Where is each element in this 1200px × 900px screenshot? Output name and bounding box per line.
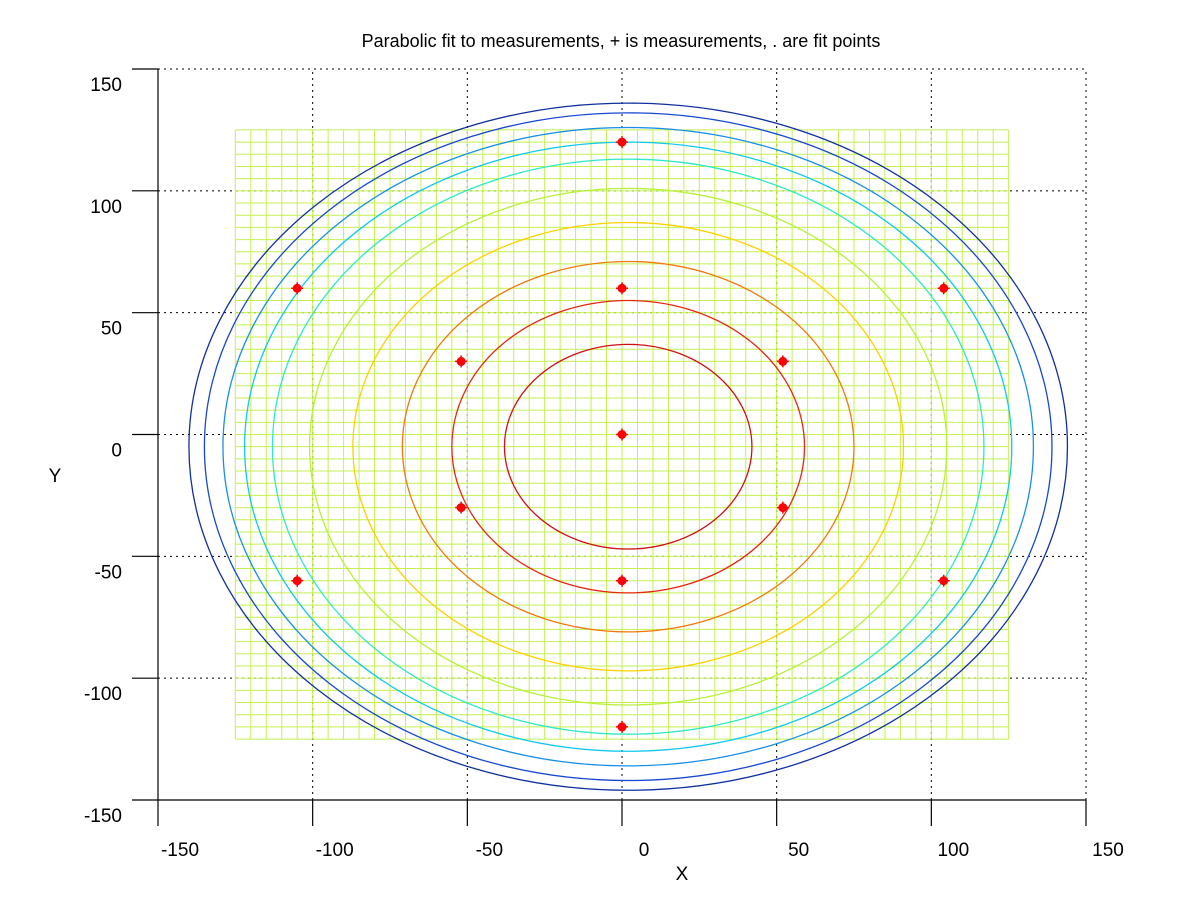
measurement-plus-marker (291, 282, 304, 295)
measurement-plus-marker (776, 501, 789, 514)
y-tick-label: 100 (90, 197, 122, 218)
y-tick-label: -150 (84, 806, 122, 827)
contour-line (243, 141, 1013, 752)
x-tick-label: -100 (316, 840, 354, 861)
x-tick-label: -150 (161, 840, 199, 861)
contour-line (188, 102, 1069, 791)
measurement-plus-marker (616, 574, 628, 587)
contour-line (503, 343, 753, 550)
x-tick-label: 100 (937, 840, 969, 861)
y-tick-label: 50 (101, 319, 122, 340)
x-axis-label: X (676, 864, 689, 885)
measurement-plus-marker (455, 501, 468, 514)
x-tick-label: -50 (476, 840, 503, 861)
measurement-plus-marker (937, 574, 950, 587)
measurement-plus-marker (291, 574, 304, 587)
measurement-points (291, 136, 950, 733)
y-tick-label: -50 (95, 562, 122, 583)
y-tick-label: -100 (84, 684, 122, 705)
y-axis-label: Y (49, 466, 62, 487)
contour-line (401, 260, 855, 633)
x-tick-label: 50 (788, 840, 809, 861)
contour-line (203, 112, 1053, 782)
tick-labels: -150 -100 -50 0 50 100 150 -150 -100 -50 0 50 100 150 (84, 75, 1124, 861)
measurement-plus-marker (455, 355, 468, 368)
axes (132, 68, 1087, 826)
contour-lines (188, 102, 1069, 791)
measurement-plus-marker (616, 720, 628, 733)
contour-line (451, 299, 806, 594)
measurement-plus-marker (616, 136, 628, 149)
contour-line (352, 221, 905, 672)
contour-line (308, 187, 948, 706)
x-tick-label: 0 (639, 840, 650, 861)
y-tick-label: 0 (111, 441, 122, 462)
contour-line (271, 158, 985, 735)
contour-line (222, 126, 1035, 767)
x-tick-label: 150 (1092, 840, 1124, 861)
measurement-plus-marker (937, 282, 950, 295)
mesh-grid (234, 129, 1010, 740)
y-tick-label: 150 (90, 75, 122, 96)
measurement-plus-marker (616, 428, 628, 441)
measurement-plus-marker (616, 282, 628, 295)
measurement-plus-marker (776, 355, 789, 368)
chart-title: Parabolic fit to measurements, + is meas… (362, 31, 881, 51)
